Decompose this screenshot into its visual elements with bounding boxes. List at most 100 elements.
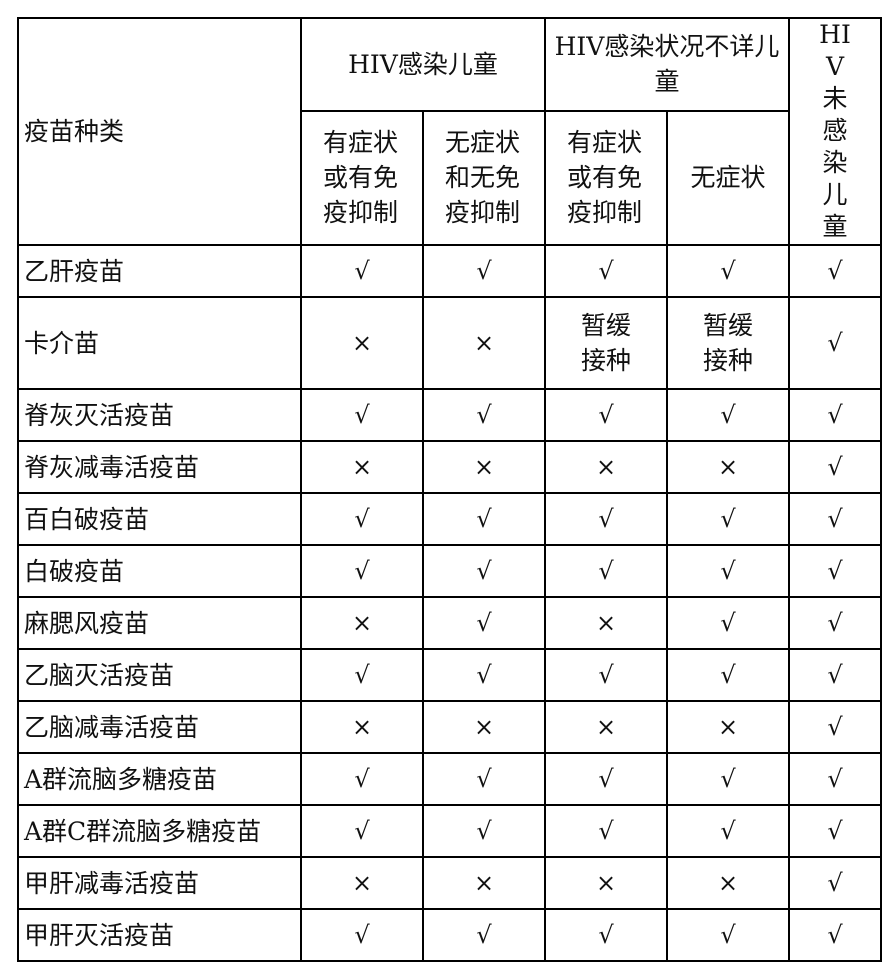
- check-mark: √: [827, 505, 843, 533]
- recommendation-cell: √: [422, 752, 546, 806]
- vaccine-name: 卡介苗: [17, 296, 302, 390]
- header-unknown-asymptomatic: 无症状: [666, 109, 790, 247]
- recommendation-cell: √: [788, 296, 882, 390]
- check-mark: √: [827, 921, 843, 949]
- table-row: 乙肝疫苗 √ √ √ √ √: [17, 244, 882, 298]
- check-mark: √: [476, 401, 492, 429]
- check-mark: √: [598, 557, 614, 585]
- recommendation-cell: √: [788, 804, 882, 858]
- recommendation-cell: √: [544, 388, 668, 442]
- check-mark: √: [354, 505, 370, 533]
- recommendation-cell: ×: [300, 856, 424, 910]
- check-mark: √: [476, 257, 492, 285]
- table-row: 甲肝灭活疫苗 √ √ √ √ √: [17, 908, 882, 962]
- recommendation-cell: √: [666, 908, 790, 962]
- recommendation-cell: √: [788, 388, 882, 442]
- table-row: 卡介苗 × × 暂缓接种 暂缓接种 √: [17, 296, 882, 390]
- header-infected-asymptomatic: 无症状和无免疫抑制: [422, 109, 546, 247]
- recommendation-cell: ×: [300, 700, 424, 754]
- recommendation-cell: ×: [422, 296, 546, 390]
- check-mark: √: [598, 661, 614, 689]
- recommendation-cell: √: [422, 648, 546, 702]
- check-mark: √: [720, 401, 736, 429]
- recommendation-cell: √: [422, 596, 546, 650]
- recommendation-cell: √: [666, 544, 790, 598]
- header-hiv-unknown-label: HIV感染状况不详儿童: [554, 32, 780, 97]
- recommendation-cell: ×: [544, 700, 668, 754]
- cross-mark: ×: [351, 453, 373, 481]
- cross-mark: ×: [717, 713, 739, 741]
- recommendation-cell: ×: [544, 596, 668, 650]
- recommendation-cell: ×: [422, 856, 546, 910]
- header-infected-symptomatic: 有症状或有免疫抑制: [300, 109, 424, 247]
- recommendation-cell: √: [666, 752, 790, 806]
- vaccine-name: 脊灰灭活疫苗: [17, 388, 302, 442]
- recommendation-cell: √: [544, 544, 668, 598]
- recommendation-cell: √: [788, 544, 882, 598]
- recommendation-cell: √: [300, 244, 424, 298]
- recommendation-cell: √: [544, 908, 668, 962]
- cross-mark: ×: [717, 453, 739, 481]
- vaccine-name: 乙脑灭活疫苗: [17, 648, 302, 702]
- recommendation-cell: √: [300, 492, 424, 546]
- check-mark: √: [720, 765, 736, 793]
- recommendation-cell: √: [300, 544, 424, 598]
- check-mark: √: [354, 921, 370, 949]
- cross-mark: ×: [717, 869, 739, 897]
- header-vaccine-type: 疫苗种类: [17, 17, 302, 246]
- cross-mark: ×: [351, 869, 373, 897]
- check-mark: √: [827, 713, 843, 741]
- recommendation-cell: ×: [544, 856, 668, 910]
- recommendation-cell: √: [300, 388, 424, 442]
- check-mark: √: [827, 817, 843, 845]
- vaccine-name: A群C群流脑多糖疫苗: [17, 804, 302, 858]
- recommendation-cell: √: [788, 244, 882, 298]
- recommendation-cell: √: [544, 648, 668, 702]
- check-mark: √: [827, 557, 843, 585]
- check-mark: √: [827, 257, 843, 285]
- cross-mark: ×: [351, 609, 373, 637]
- table-row: 脊灰减毒活疫苗 × × × × √: [17, 440, 882, 494]
- check-mark: √: [598, 505, 614, 533]
- header-infected-asymptomatic-label: 无症状和无免疫抑制: [445, 128, 521, 228]
- recommendation-cell: √: [544, 752, 668, 806]
- deferred-text: 暂缓接种: [702, 311, 753, 375]
- cross-mark: ×: [473, 329, 495, 357]
- table-row: 乙脑灭活疫苗 √ √ √ √ √: [17, 648, 882, 702]
- recommendation-cell: √: [544, 804, 668, 858]
- check-mark: √: [476, 817, 492, 845]
- recommendation-cell: √: [666, 648, 790, 702]
- table-row: A群C群流脑多糖疫苗 √ √ √ √ √: [17, 804, 882, 858]
- header-row-2: 有症状或有免疫抑制 无症状和无免疫抑制 有症状或有免疫抑制 无症状: [18, 109, 881, 247]
- check-mark: √: [476, 921, 492, 949]
- vaccine-name: A群流脑多糖疫苗: [17, 752, 302, 806]
- deferred-text: 暂缓接种: [580, 311, 631, 375]
- vaccine-name: 乙肝疫苗: [17, 244, 302, 298]
- table-row: 甲肝减毒活疫苗 × × × × √: [17, 856, 882, 910]
- header-infected-symptomatic-label: 有症状或有免疫抑制: [323, 128, 399, 228]
- recommendation-cell: √: [422, 908, 546, 962]
- recommendation-cell: ×: [422, 700, 546, 754]
- vaccine-name: 甲肝减毒活疫苗: [17, 856, 302, 910]
- check-mark: √: [476, 609, 492, 637]
- check-mark: √: [354, 661, 370, 689]
- recommendation-cell: √: [422, 244, 546, 298]
- check-mark: √: [354, 401, 370, 429]
- cross-mark: ×: [351, 713, 373, 741]
- recommendation-cell: ×: [544, 440, 668, 494]
- check-mark: √: [354, 557, 370, 585]
- header-hiv-uninfected-label: HIV未感染儿童: [819, 20, 851, 241]
- table-row: 麻腮风疫苗 × √ × √ √: [17, 596, 882, 650]
- recommendation-cell: ×: [300, 440, 424, 494]
- recommendation-cell: √: [300, 804, 424, 858]
- vaccine-name: 百白破疫苗: [17, 492, 302, 546]
- recommendation-cell: ×: [666, 856, 790, 910]
- check-mark: √: [720, 609, 736, 637]
- check-mark: √: [354, 765, 370, 793]
- recommendation-cell: √: [788, 648, 882, 702]
- recommendation-cell: √: [666, 596, 790, 650]
- recommendation-cell: √: [422, 804, 546, 858]
- recommendation-cell: √: [544, 492, 668, 546]
- recommendation-cell: √: [788, 752, 882, 806]
- vaccination-table: 疫苗种类 HIV感染儿童 HIV感染状况不详儿童 HIV未感染儿童 有症状或有免…: [17, 17, 882, 962]
